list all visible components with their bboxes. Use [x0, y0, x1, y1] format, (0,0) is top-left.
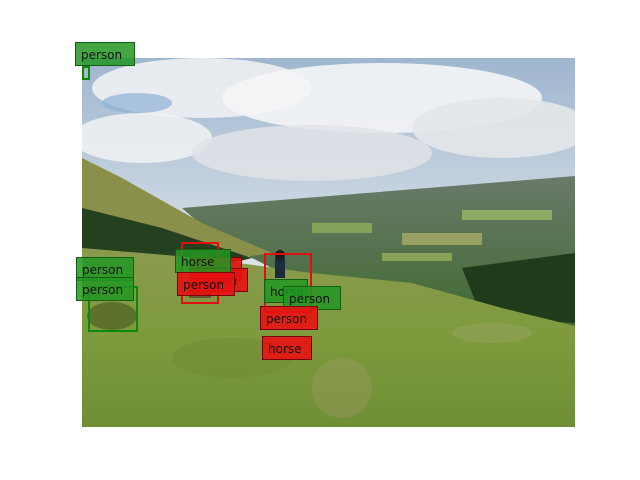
gt-person-box-top — [82, 66, 90, 80]
photo-illustration — [82, 58, 575, 427]
pred-person-label-right: person — [260, 306, 318, 330]
gt-person-label-left-2: person — [76, 277, 134, 301]
gt-person-label-top: person — [75, 42, 135, 66]
pred-person-label-mid: person — [177, 272, 235, 296]
landscape-photo — [82, 58, 575, 427]
gt-horse-label-mid: horse — [175, 249, 231, 273]
pred-horse-label-right: horse — [262, 336, 312, 360]
